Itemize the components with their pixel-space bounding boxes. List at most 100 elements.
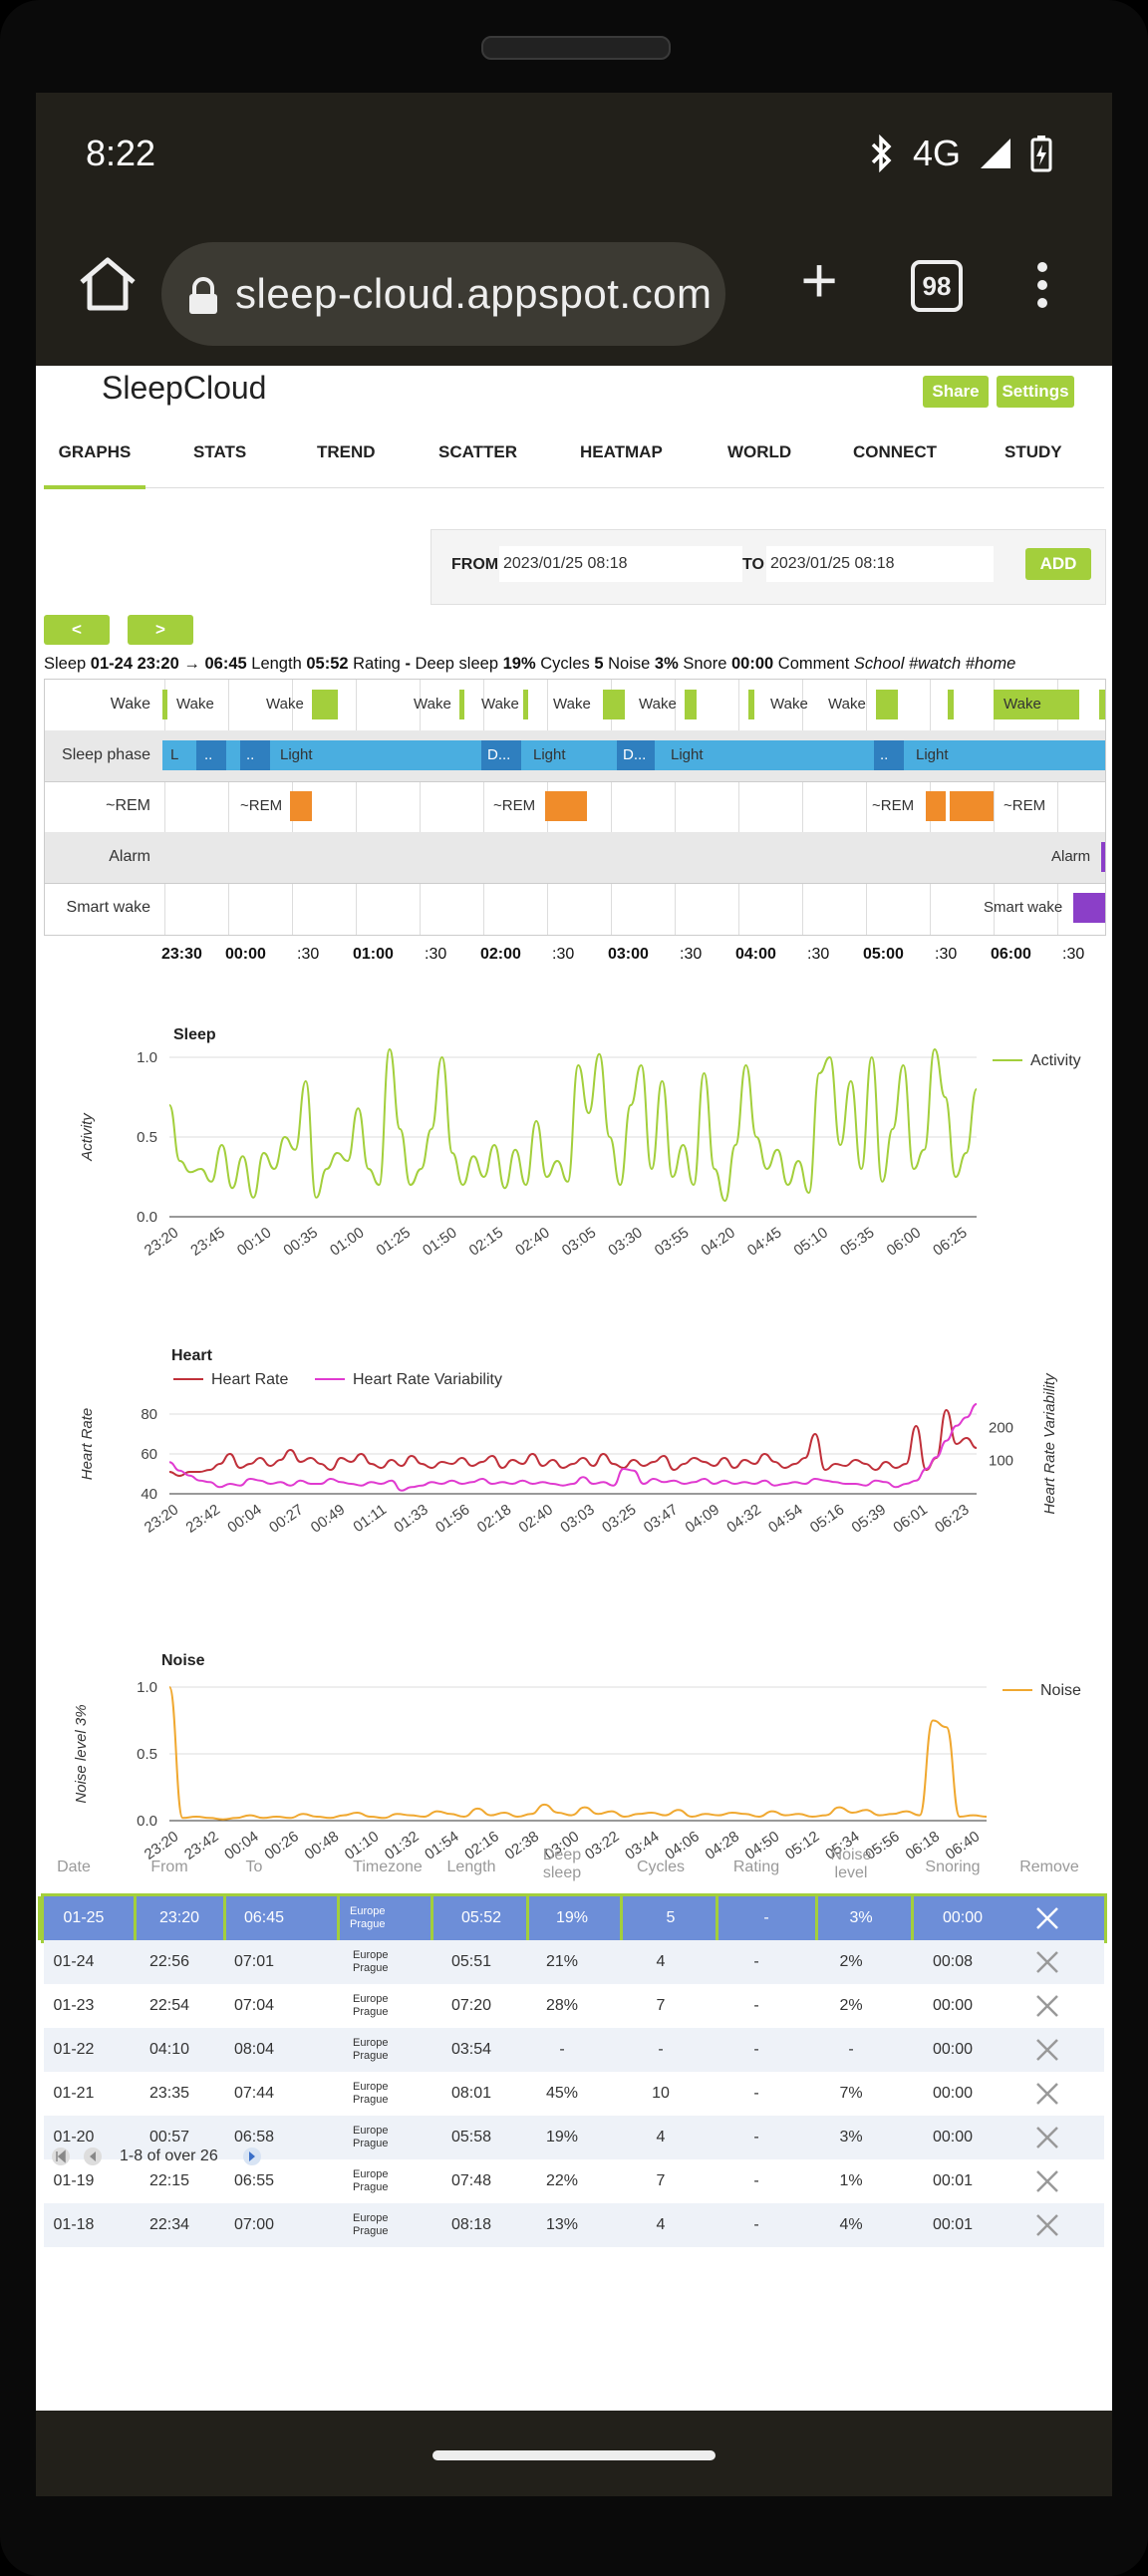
tab-trend[interactable]: TREND (317, 442, 376, 461)
cell-noise: 2% (839, 1997, 863, 2014)
table-row[interactable]: 01-18 22:34 07:00 Europe Prague 08:18 13% 4 - 4% 0… (44, 2203, 1104, 2247)
x-tick-label: 23:20 (142, 1501, 182, 1536)
remove-icon[interactable] (1034, 1993, 1060, 2019)
cell-from: 23:35 (148, 2085, 190, 2102)
home-gesture-pill[interactable] (432, 2450, 716, 2460)
tab-count-button[interactable]: 98 (911, 260, 963, 312)
cell-length: 08:01 (450, 2085, 492, 2102)
heart-chart: Heart 40 60 80 100 200 Heart Rate Variability H… (79, 1347, 1058, 1537)
x-tick-label: 05:10 (791, 1224, 832, 1259)
cell-date: 01-18 (53, 2216, 95, 2233)
share-button[interactable]: Share (923, 376, 989, 408)
add-button[interactable]: ADD (1025, 548, 1091, 580)
home-icon[interactable] (72, 248, 144, 320)
cell-length: 03:54 (450, 2041, 492, 2058)
screen: 8:22 4G sleep-cloud.appspot.com + 98 Sle… (36, 93, 1112, 2496)
y-tick-label: 40 (141, 1486, 157, 1503)
remove-icon[interactable] (1034, 1949, 1060, 1975)
prev-button[interactable]: < (44, 615, 110, 645)
tab-scatter[interactable]: SCATTER (438, 442, 518, 461)
x-tick-label: 05:35 (837, 1224, 878, 1259)
status-time: 8:22 (86, 133, 156, 173)
address-bar[interactable]: sleep-cloud.appspot.com (161, 242, 725, 346)
tab-graphs[interactable]: GRAPHS (44, 420, 145, 489)
cell-rating: - (753, 1997, 759, 2014)
status-icons: 4G (869, 133, 1052, 174)
cell-length: 07:48 (450, 2172, 492, 2189)
cell-noise: 2% (839, 1953, 863, 1970)
legend-label: Activity (1030, 1052, 1081, 1069)
cell-deep: 19% (526, 1896, 615, 1940)
table-row[interactable]: 01-23 22:54 07:04 Europe Prague 07:20 28% 7 - 2% 0… (44, 1984, 1104, 2028)
cell-from: 04:10 (148, 2041, 190, 2058)
cell-from: 22:54 (148, 1997, 190, 2014)
new-tab-plus-icon[interactable]: + (800, 244, 838, 316)
tab-world[interactable]: WORLD (727, 442, 792, 461)
cell-length: 07:20 (450, 1997, 492, 2014)
remove-icon[interactable] (1034, 2081, 1060, 2107)
more-menu-icon[interactable] (1032, 256, 1052, 316)
remove-icon[interactable] (1034, 2168, 1060, 2194)
cell-length: 08:18 (450, 2216, 492, 2233)
x-tick-label: 04:54 (765, 1501, 806, 1536)
legend-label: Heart Rate (211, 1371, 288, 1388)
tab-stats[interactable]: STATS (193, 442, 247, 461)
table-row[interactable]: 01-22 04:10 08:04 Europe Prague 03:54 - - - - 00:0… (44, 2028, 1104, 2072)
app-title: SleepCloud (102, 370, 267, 406)
from-input[interactable]: 2023/01/25 08:18 (499, 546, 742, 582)
table-row[interactable]: 01-24 22:56 07:01 Europe Prague 05:51 21% 4 - 2% 0… (44, 1940, 1104, 1984)
table-row[interactable]: 01-19 22:15 06:55 Europe Prague 07:48 22% 7 - 1% 0… (44, 2159, 1104, 2203)
tab-connect[interactable]: CONNECT (853, 442, 938, 461)
tab-study[interactable]: STUDY (1004, 442, 1062, 461)
pager-text: 1-8 of over 26 (120, 2147, 218, 2164)
network-type: 4G (912, 133, 961, 173)
tab-heatmap[interactable]: HEATMAP (580, 442, 663, 461)
remove-icon[interactable] (1034, 2125, 1060, 2150)
signal-icon (981, 139, 1010, 168)
to-label: TO (742, 556, 764, 573)
cell-deep: 13% (545, 2216, 579, 2233)
cell-snoring: 00:01 (932, 2172, 974, 2189)
remove-icon[interactable] (1034, 2212, 1060, 2238)
x-tick-label: 04:09 (683, 1501, 723, 1536)
cell-rating: - (753, 2041, 759, 2058)
x-tick-label: 03:25 (599, 1501, 640, 1536)
cell-rating: - (753, 2129, 759, 2146)
y-axis-label: Heart Rate (79, 1408, 96, 1481)
table-row[interactable]: 01-21 23:35 07:44 Europe Prague 08:01 45% 10 - 7%… (44, 2072, 1104, 2116)
cell-tz: Europe Prague (337, 1896, 465, 1940)
table-row[interactable]: 01-20 00:57 06:58 Europe Prague 05:58 19% 4 - 3% 0… (44, 2116, 1104, 2159)
y-tick-label: 0.0 (137, 1209, 157, 1226)
next-button[interactable]: > (128, 615, 193, 645)
cell-to: 07:00 (233, 2216, 275, 2233)
prev-page-icon[interactable] (82, 2146, 104, 2167)
cell-snoring: 00:00 (932, 2041, 974, 2058)
y-tick-label: 0.0 (137, 1813, 157, 1830)
table-header: Date From To Timezone Length Deep sleep … (57, 1847, 1079, 1881)
x-tick-label: 06:00 (884, 1224, 925, 1259)
x-tick-label: 01:56 (432, 1501, 473, 1536)
cell-rating: - (753, 2172, 759, 2189)
settings-button[interactable]: Settings (997, 376, 1074, 408)
x-tick-label: 01:33 (391, 1501, 431, 1536)
cell-tz: Europe Prague (353, 1949, 389, 1974)
cell-to: 06:45 (223, 1896, 302, 1940)
cell-cycles: 4 (656, 2216, 666, 2233)
cell-to: 07:04 (233, 1997, 275, 2014)
cell-from: 00:57 (148, 2129, 190, 2146)
first-page-icon[interactable] (50, 2146, 72, 2167)
cell-to: 06:58 (233, 2129, 275, 2146)
to-input[interactable]: 2023/01/25 08:18 (766, 546, 994, 582)
table-row[interactable]: 01-25 23:20 06:45 Europe Prague 05:52 19% 5-3% 0… (38, 1893, 1107, 1943)
cell-deep: 45% (545, 2085, 579, 2102)
timeline-row-sleep-phase: Sleep phase L .. .. Light D... Light D..… (45, 730, 1105, 782)
x-tick-label: 06:23 (932, 1501, 973, 1536)
x-tick-label: 03:55 (652, 1224, 693, 1259)
cell-tz: Europe Prague (353, 2212, 389, 2237)
remove-icon[interactable] (1034, 2037, 1060, 2063)
remove-icon[interactable] (1034, 1905, 1060, 1931)
next-page-icon[interactable] (241, 2146, 263, 2167)
y2-tick-label: 100 (989, 1453, 1013, 1470)
cell-to: 07:01 (233, 1953, 275, 1970)
